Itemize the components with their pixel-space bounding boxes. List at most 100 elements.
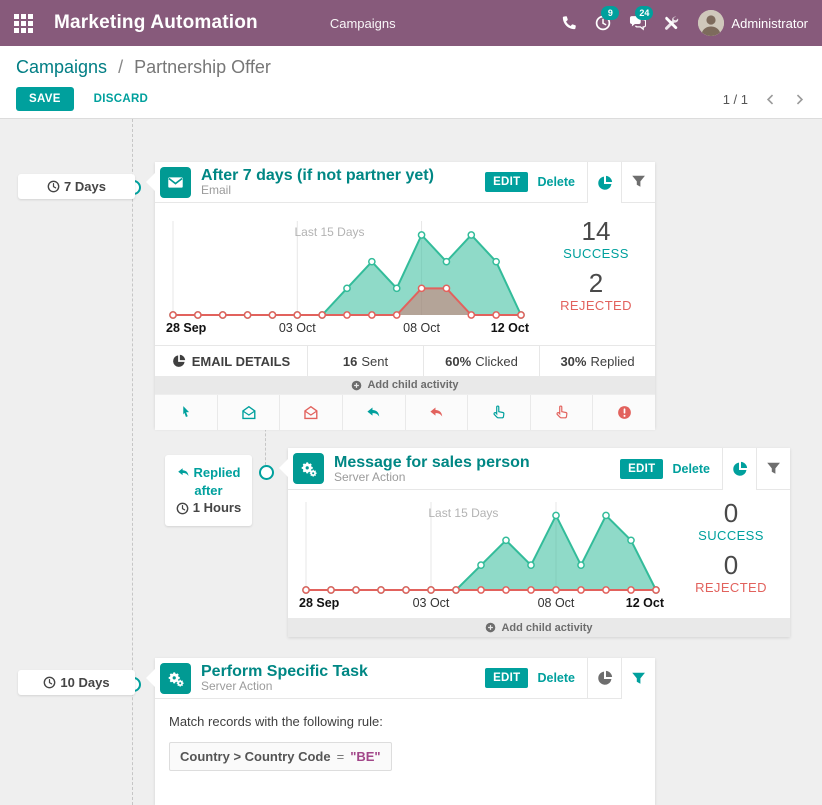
clock-icon — [176, 502, 189, 515]
app-title: Marketing Automation — [54, 12, 258, 33]
add-child-activity-button[interactable]: Add child activity — [288, 618, 790, 637]
timeline-child-connector — [265, 419, 266, 465]
child-trigger-row — [155, 394, 655, 430]
user-menu[interactable]: Administrator — [731, 15, 808, 31]
rejected-count: 2 — [588, 268, 604, 298]
hand-pointer-icon[interactable] — [468, 395, 531, 430]
svg-text:Last 15 Days: Last 15 Days — [294, 225, 364, 239]
stat-sent[interactable]: 16 Sent — [307, 346, 423, 376]
server-action-type-icon — [160, 662, 191, 694]
rule-value: "BE" — [350, 749, 381, 764]
menu-campaigns[interactable]: Campaigns — [329, 15, 396, 31]
email-details-row: EMAIL DETAILS 16 Sent 60% Clicked 30% Repli… — [155, 345, 655, 376]
trigger-text: 7 Days — [64, 178, 106, 194]
apps-grid-icon — [13, 13, 33, 33]
svg-text:28 Sep: 28 Sep — [299, 596, 340, 610]
pager-previous-button[interactable] — [764, 93, 777, 106]
save-button[interactable]: SAVE — [16, 87, 74, 111]
exclamation-circle-icon[interactable] — [593, 395, 655, 430]
activity-graph: Last 15 Days 28 Sep 03 Oct 08 Oct 12 Oct — [155, 203, 537, 345]
stat-replied[interactable]: 30% Replied — [539, 346, 655, 376]
pie-chart-icon — [597, 670, 613, 686]
edit-button[interactable]: EDIT — [485, 668, 529, 688]
pager-next-button[interactable] — [793, 93, 806, 106]
svg-text:12 Oct: 12 Oct — [626, 596, 665, 610]
phone-button[interactable] — [552, 0, 586, 46]
tab-graph[interactable] — [587, 658, 621, 698]
email-details-heading[interactable]: EMAIL DETAILS — [155, 346, 307, 376]
delete-button[interactable]: Delete — [537, 175, 575, 189]
user-avatar[interactable] — [698, 10, 725, 36]
rejected-count: 0 — [723, 550, 739, 580]
activity-card-message-sales-person: Message for sales person Server Action E… — [279, 448, 790, 637]
filter-icon — [631, 174, 646, 189]
tab-filter[interactable] — [621, 162, 655, 202]
filter-intro-text: Match records with the following rule: — [169, 714, 383, 729]
reply-icon — [177, 466, 190, 479]
mouse-pointer-icon[interactable] — [155, 395, 218, 430]
rejected-label: REJECTED — [695, 580, 767, 595]
delete-button[interactable]: Delete — [537, 671, 575, 685]
trigger-text: after — [194, 482, 223, 498]
tab-graph[interactable] — [722, 448, 756, 490]
plus-circle-icon — [351, 380, 362, 391]
svg-text:03 Oct: 03 Oct — [279, 321, 316, 335]
trigger-badge-7-days[interactable]: 7 Days — [18, 174, 135, 199]
svg-text:Last 15 Days: Last 15 Days — [428, 506, 498, 520]
pie-chart-icon — [732, 461, 748, 477]
trigger-badge-10-days[interactable]: 10 Days — [18, 670, 135, 695]
delete-button[interactable]: Delete — [672, 461, 710, 476]
filter-panel: Match records with the following rule: C… — [155, 699, 655, 786]
success-label: SUCCESS — [563, 246, 629, 261]
activity-graph: Last 15 Days 28 Sep 03 Oct 08 Oct 12 Oct — [288, 490, 672, 618]
activity-type-label: Email — [201, 183, 232, 197]
add-child-activity-button[interactable]: Add child activity — [155, 376, 655, 394]
svg-text:08 Oct: 08 Oct — [538, 596, 575, 610]
svg-text:03 Oct: 03 Oct — [413, 596, 450, 610]
discard-button[interactable]: DISCARD — [88, 92, 155, 106]
domain-rule-chip[interactable]: Country > Country Code = "BE" — [169, 742, 392, 771]
breadcrumb: Campaigns / Partnership Offer — [16, 57, 806, 78]
reply-icon[interactable] — [406, 395, 469, 430]
control-panel: Campaigns / Partnership Offer SAVE DISCA… — [0, 46, 822, 119]
edit-button[interactable]: EDIT — [485, 172, 529, 192]
envelope-open-icon[interactable] — [280, 395, 343, 430]
edit-button[interactable]: EDIT — [620, 458, 664, 479]
tools-icon — [663, 15, 679, 31]
activity-card-perform-specific-task: Perform Specific Task Server Action EDIT… — [146, 658, 655, 805]
trigger-text: 10 Days — [60, 674, 110, 690]
breadcrumb-current: Partnership Offer — [134, 57, 271, 77]
filter-icon — [766, 461, 781, 476]
stat-clicked[interactable]: 60% Clicked — [423, 346, 539, 376]
trigger-badge-replied-after-1-hours[interactable]: Replied after 1 Hours — [165, 455, 252, 526]
rule-field: Country > Country Code — [180, 749, 331, 764]
reply-icon[interactable] — [343, 395, 406, 430]
activity-title[interactable]: Perform Specific Task — [201, 663, 368, 680]
activity-title[interactable]: Message for sales person — [334, 453, 530, 471]
activity-title[interactable]: After 7 days (if not partner yet) — [201, 167, 434, 184]
envelope-open-icon[interactable] — [218, 395, 281, 430]
trigger-text: Replied — [193, 465, 241, 481]
activities-button[interactable]: 9 — [586, 0, 620, 46]
svg-text:08 Oct: 08 Oct — [403, 321, 440, 335]
success-count: 14 — [581, 216, 611, 246]
clock-icon — [43, 676, 56, 689]
server-action-type-icon — [293, 453, 324, 484]
success-count: 0 — [723, 498, 739, 528]
breadcrumb-campaigns-link[interactable]: Campaigns — [16, 57, 108, 77]
messages-count-badge: 24 — [635, 6, 654, 20]
hand-pointer-icon[interactable] — [531, 395, 594, 430]
messages-button[interactable]: 24 — [620, 0, 654, 46]
tab-filter[interactable] — [756, 448, 790, 489]
trigger-text: 1 Hours — [192, 500, 242, 516]
filter-icon — [631, 671, 646, 686]
activity-type-label: Server Action — [334, 469, 406, 484]
debug-tools-button[interactable] — [654, 0, 688, 46]
timeline-main-line — [132, 119, 133, 805]
top-navbar: Marketing Automation Campaigns 9 24 Admi… — [0, 0, 822, 46]
activity-type-label: Server Action — [201, 679, 273, 693]
tab-filter[interactable] — [621, 658, 655, 699]
tab-graph[interactable] — [587, 162, 621, 203]
apps-menu-button[interactable] — [0, 0, 46, 46]
svg-text:12 Oct: 12 Oct — [491, 321, 530, 335]
